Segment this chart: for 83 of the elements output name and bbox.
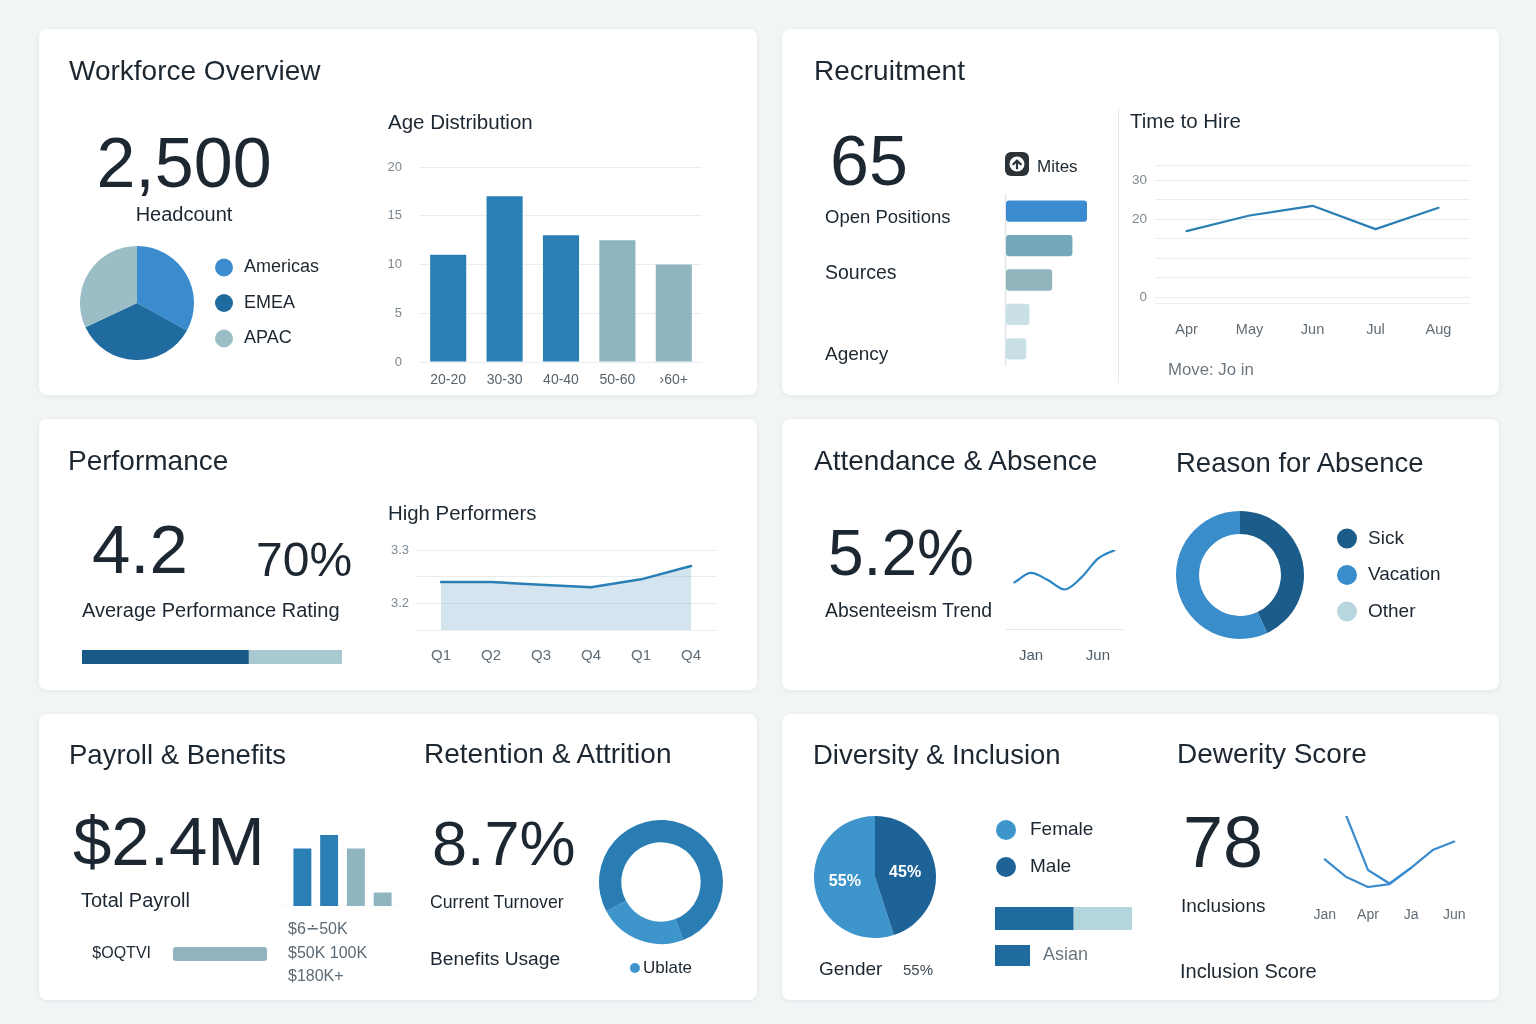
x-tick-label: Q2 [480,646,502,664]
y-tick-label: $OQTVI [92,944,151,962]
text: 65 [830,121,908,200]
text: 4.2 [92,510,188,588]
text: Dewerity Score [1177,738,1367,770]
chart-title: High Performers [388,501,537,524]
x-tick-label: Q4 [680,646,702,664]
x-tick-label: May [1235,320,1264,337]
y-tick-label: 3.3 [390,541,409,557]
y-tick-label: 20 [387,158,402,174]
y-tick-label: 30 [1131,172,1147,188]
x-tick-label: Ja [1403,906,1419,923]
data-label: 45% [889,862,922,880]
chart-title: Reason for Absence [1176,446,1424,478]
text: Open Positions [825,206,951,228]
text: Benefits Usage [430,947,561,969]
text: 78 [1183,802,1264,883]
x-tick-label: Jun [1085,646,1111,664]
x-tick-label: Q4 [580,646,602,664]
x-tick-label: Jan [1018,646,1044,664]
text: Payroll & Benefits [69,738,287,770]
x-tick-label: Q1 [630,646,652,664]
y-tick-label: 3.2 [390,594,409,610]
text: Headcount [135,203,233,226]
text: Move: Jo in [1168,359,1254,379]
y-tick-label: 10 [387,256,402,272]
x-tick-label: Q3 [530,646,552,664]
data-label: 55% [828,872,861,890]
x-tick-label: 20-20 [430,371,467,388]
legend-label: Other [1368,599,1417,621]
x-tick-label: ›60+ [659,371,689,388]
legend-label: Female [1030,818,1094,840]
x-tick-label: Apr [1357,906,1380,923]
chart-title: Time to Hire [1130,108,1241,132]
x-tick-label: Apr [1175,320,1198,337]
y-tick-label: 0 [394,353,402,369]
text: Workforce Overview [69,55,321,87]
y-tick-label: 20 [1131,211,1147,227]
legend-label: APAC [244,327,292,348]
text: Gender [819,957,883,979]
text: 5.2% [828,516,974,589]
y-tick-label: 15 [387,207,402,223]
legend-label: Vacation [1368,563,1441,585]
x-tick-label: 40-40 [543,371,580,388]
y-tick-label: 0 [1139,288,1147,304]
text: 70% [256,533,353,587]
x-tick-label: 30-30 [486,371,523,388]
text: Attendance & Absence [814,445,1098,477]
text: Inclusions [1181,894,1266,916]
legend-label: Male [1030,855,1072,877]
x-tick-label: Aug [1425,320,1452,337]
text: Current Turnover [430,892,564,913]
text: $2.4M [73,802,265,880]
text: Retention & Attrition [424,738,672,770]
legend-label: Americas [244,256,320,277]
text: Recruitment [814,55,965,87]
x-tick-label: Jun [1300,320,1325,337]
text: 2,500 [96,123,272,202]
text: 55% [903,961,934,979]
x-tick-label: Jun [1442,906,1466,923]
text: Absenteeism Trend [825,598,993,621]
text: Performance [68,445,229,477]
x-tick-label: Q1 [430,646,452,664]
text: Average Performance Rating [82,599,340,622]
text: Agency [825,342,889,364]
annotation: Total Payroll [81,889,190,912]
legend-label: EMEA [244,291,296,312]
x-tick-label: Jan [1313,906,1337,923]
text: $50K 100K [288,944,368,962]
legend-label: Sick [1368,526,1405,548]
legend-label: Ublate [642,957,693,977]
text: $6∸50K [288,920,348,938]
text: Sources [825,261,897,284]
chart-title: Age Distribution [388,109,533,133]
y-tick-label: 5 [394,304,402,320]
legend-label: Asian [1043,944,1089,965]
text: Inclusion Score [1180,960,1317,983]
text: Mites [1037,156,1078,176]
x-tick-label: Jul [1366,320,1385,337]
text: $180K+ [288,967,344,985]
x-tick-label: 50-60 [599,371,636,388]
text: 8.7% [432,807,576,878]
text: Diversity & Inclusion [813,738,1061,770]
